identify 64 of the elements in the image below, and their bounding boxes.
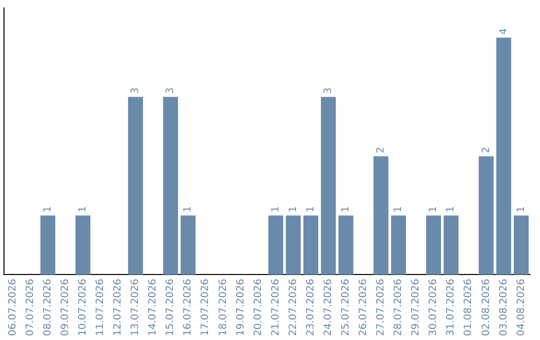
data-label: 2 — [376, 146, 387, 154]
bar — [426, 215, 442, 275]
x-tick-label: 19.07.2026 — [235, 278, 246, 336]
data-label: 1 — [446, 206, 457, 212]
bar — [496, 38, 512, 275]
x-tick-label: 01.08.2026 — [463, 278, 474, 336]
bar — [40, 215, 56, 275]
data-label: 1 — [516, 206, 527, 212]
bar — [303, 215, 318, 275]
x-tick-label: 18.07.2026 — [218, 278, 229, 336]
x-tick-label: 28.07.2026 — [393, 278, 404, 336]
bar — [320, 96, 336, 275]
bar — [268, 215, 284, 275]
data-label: 1 — [393, 206, 404, 212]
x-tick-label: 13.07.2026 — [130, 278, 142, 336]
x-tick-label: 07.07.2026 — [24, 278, 36, 336]
data-label: 2 — [480, 146, 492, 154]
x-tick-label: 21.07.2026 — [270, 278, 282, 336]
data-label: 1 — [42, 206, 54, 212]
bar — [374, 156, 388, 275]
bar — [163, 96, 178, 275]
x-tick-label: 22.07.2026 — [288, 278, 299, 336]
x-tick-label: 06.07.2026 — [7, 278, 18, 336]
bar — [444, 215, 459, 275]
data-label: 1 — [305, 206, 316, 212]
x-tick-label: 12.07.2026 — [112, 278, 124, 336]
bar — [478, 156, 494, 275]
data-label: 3 — [165, 88, 176, 94]
bar — [75, 215, 90, 275]
x-tick-label: 23.07.2026 — [305, 278, 316, 336]
x-tick-label: 29.07.2026 — [410, 278, 422, 336]
bar — [338, 215, 354, 275]
bar — [391, 215, 406, 275]
bar — [180, 215, 196, 275]
x-tick-label: 08.07.2026 — [42, 278, 54, 336]
data-label: 4 — [498, 28, 510, 35]
bar — [514, 215, 529, 275]
x-tick-label: 11.07.2026 — [95, 278, 106, 336]
x-tick-label: 17.07.2026 — [200, 278, 212, 336]
x-tick-label: 24.07.2026 — [322, 278, 334, 336]
x-tick-label: 31.07.2026 — [446, 278, 457, 336]
data-label: 1 — [182, 206, 194, 212]
data-label: 1 — [428, 206, 440, 212]
data-label: 1 — [270, 206, 282, 212]
x-tick-label: 20.07.2026 — [252, 278, 264, 336]
x-tick-label: 14.07.2026 — [148, 278, 159, 336]
bar — [128, 96, 143, 275]
data-label: 3 — [130, 88, 142, 94]
x-tick-label: 04.08.2026 — [516, 278, 527, 336]
data-label: 1 — [77, 206, 88, 212]
x-tick-label: 09.07.2026 — [60, 278, 71, 336]
x-tick-label: 03.08.2026 — [498, 278, 510, 336]
x-tick-label: 30.07.2026 — [428, 278, 440, 336]
x-tick-label: 25.07.2026 — [340, 278, 352, 336]
data-label: 1 — [340, 206, 352, 212]
x-tick-label: 15.07.2026 — [165, 278, 176, 336]
x-tick-label: 10.07.2026 — [77, 278, 88, 336]
x-tick-label: 27.07.2026 — [376, 278, 387, 336]
x-tick-label: 16.07.2026 — [182, 278, 194, 336]
x-tick-label: 26.07.2026 — [358, 278, 370, 336]
data-label: 3 — [322, 88, 334, 94]
x-tick-label: 02.08.2026 — [480, 278, 492, 336]
bar — [286, 215, 301, 275]
data-label: 1 — [288, 206, 299, 212]
